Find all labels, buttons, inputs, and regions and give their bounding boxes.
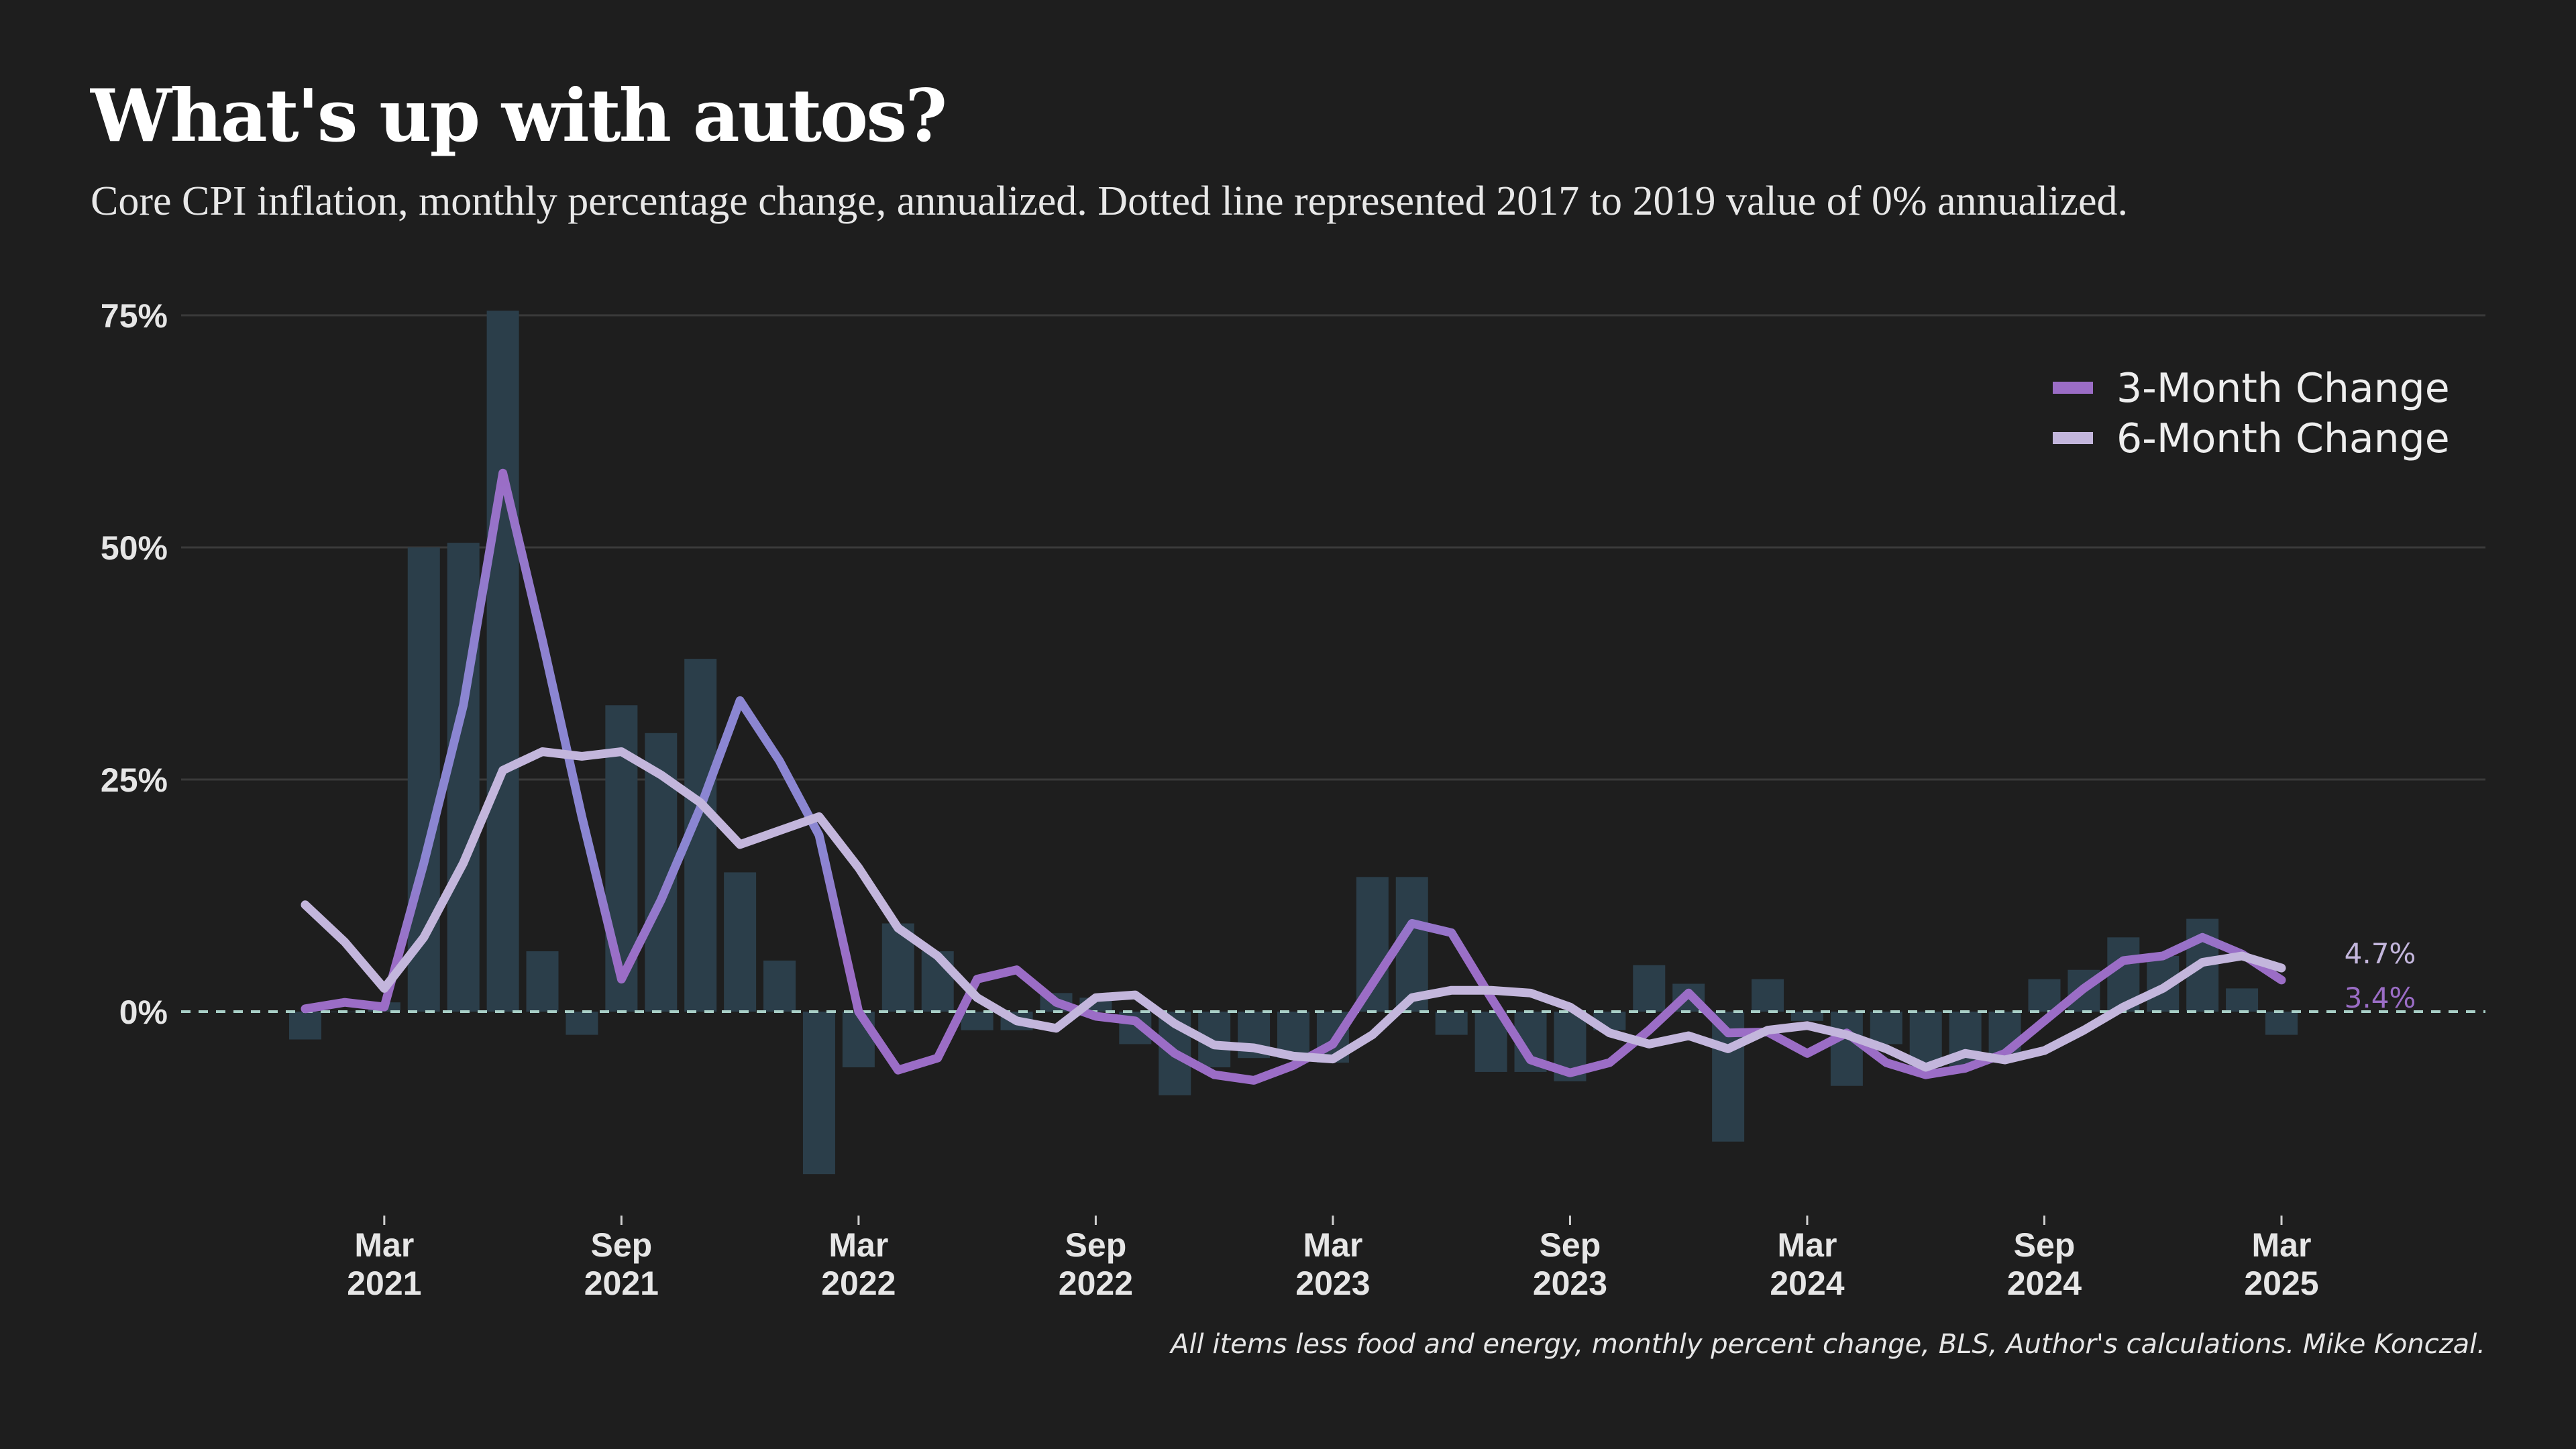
bar [1870,1012,1902,1044]
bar [2265,1012,2298,1035]
x-tick-year: 2024 [2007,1265,2082,1302]
y-tick-label: 75% [101,297,168,335]
y-axis-ticks: 75% 50% 25% 0% [101,297,168,1031]
bar [1790,1012,1823,1021]
bar [2226,988,2259,1012]
x-tick-month: Sep [1540,1226,1601,1264]
x-tick-month: Mar [828,1226,888,1264]
x-tick-month: Sep [591,1226,653,1264]
bar [2028,979,2061,1012]
bar [486,311,519,1012]
bar [1752,979,1784,1012]
x-tick-month: Sep [2014,1226,2076,1264]
x-tick-year: 2024 [1770,1265,1844,1302]
legend-label-6-month: 6-Month Change [2116,415,2450,462]
end-label: 3.4% [2345,981,2416,1014]
x-tick-month: Mar [1777,1226,1837,1264]
x-tick-year: 2021 [584,1265,659,1302]
end-label: 4.7% [2345,937,2416,970]
y-tick-label: 25% [101,761,168,799]
grid-lines [181,314,2485,781]
y-tick-label: 0% [119,994,168,1031]
legend-item-6-month: 6-Month Change [2053,415,2450,462]
x-tick-month: Mar [2252,1226,2312,1264]
x-tick-year: 2021 [347,1265,421,1302]
monthly-change-bars [289,311,2298,1175]
end-value-labels: 4.7% 3.4% [2345,937,2416,1014]
bar [289,1012,321,1040]
x-tick-month: Sep [1065,1226,1127,1264]
bar [1435,1012,1468,1035]
bar [526,951,559,1012]
bar [961,1012,994,1030]
bar [1633,965,1666,1012]
chart-subtitle: Core CPI inflation, monthly percentage c… [91,178,2128,224]
bar [802,1012,835,1175]
series-lines [301,468,2286,1085]
x-tick-year: 2022 [821,1265,896,1302]
x-tick-year: 2025 [2244,1265,2318,1302]
bar [1830,1012,1863,1086]
source-footnote: All items less food and energy, monthly … [1169,1329,2485,1360]
x-tick-month: Mar [1303,1226,1362,1264]
bar [566,1012,598,1035]
legend-item-3-month: 3-Month Change [2053,365,2450,412]
x-tick-year: 2023 [1295,1265,1370,1302]
x-tick-year: 2022 [1059,1265,1133,1302]
x-tick-month: Mar [354,1226,414,1264]
bar [724,872,757,1012]
legend-label-3-month: 3-Month Change [2116,365,2450,412]
chart-title: What's up with autos? [90,74,945,158]
bar [447,543,480,1012]
series-line-3-month [301,468,2286,1085]
series-line-6-month [301,747,2286,1072]
x-tick-year: 2023 [1533,1265,1607,1302]
bar [763,960,796,1012]
bar [842,1012,875,1068]
legend: 3-Month Change 6-Month Change [2053,365,2450,462]
y-tick-label: 50% [101,529,168,567]
x-axis-ticks: Mar2021Sep2021Mar2022Sep2022Mar2023Sep20… [347,1216,2319,1302]
